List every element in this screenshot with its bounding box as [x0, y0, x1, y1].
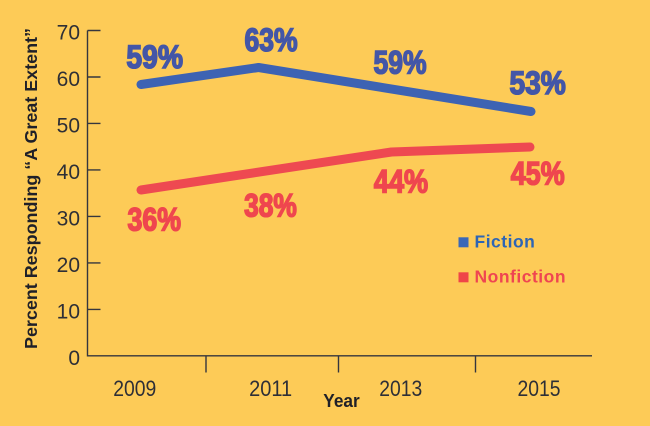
svg-text:30: 30 [57, 207, 80, 230]
svg-text:Year: Year [323, 390, 360, 411]
svg-text:60: 60 [57, 68, 80, 91]
svg-text:Percent Responding “A Great Ex: Percent Responding “A Great Extent” [21, 28, 41, 349]
svg-text:59%: 59% [374, 45, 427, 81]
svg-text:2009: 2009 [113, 376, 156, 401]
svg-text:50: 50 [57, 114, 80, 137]
svg-text:0: 0 [68, 347, 80, 370]
svg-text:63%: 63% [244, 22, 297, 58]
svg-text:10: 10 [57, 300, 80, 323]
svg-text:53%: 53% [509, 65, 565, 101]
svg-text:70: 70 [57, 22, 80, 45]
svg-text:Nonfiction: Nonfiction [475, 267, 567, 287]
svg-text:20: 20 [57, 254, 80, 277]
svg-text:2011: 2011 [249, 376, 292, 401]
svg-text:Fiction: Fiction [475, 232, 536, 252]
svg-text:40: 40 [57, 161, 80, 184]
svg-text:45%: 45% [511, 156, 565, 192]
svg-text:38%: 38% [244, 188, 297, 224]
svg-text:36%: 36% [128, 202, 182, 238]
svg-text:59%: 59% [126, 39, 183, 75]
svg-text:44%: 44% [374, 164, 428, 200]
svg-text:2013: 2013 [379, 376, 422, 401]
svg-text:2015: 2015 [518, 376, 561, 401]
